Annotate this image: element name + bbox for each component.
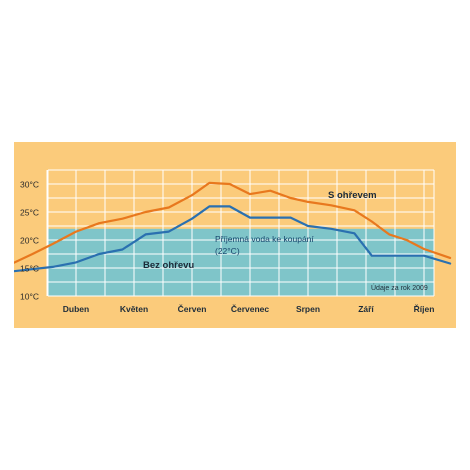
- x-tick-label: Srpen: [296, 304, 320, 314]
- y-tick-labels: 30°C 25°C 20°C 15°C 10°C: [20, 180, 39, 302]
- x-tick-label: Duben: [63, 304, 89, 314]
- series-line-unheated: [14, 205, 452, 273]
- series-layer: [14, 181, 452, 273]
- series-label-heated: S ohřevem: [328, 190, 377, 201]
- y-tick-label: 30°C: [20, 180, 39, 190]
- x-tick-labels: Duben Květen Červen Červenec Srpen Září Říjen: [63, 303, 435, 314]
- x-tick-label: Říjen: [414, 303, 435, 314]
- x-tick-label: Červenec: [231, 303, 270, 314]
- chart-panel: 30°C 25°C 20°C 15°C 10°C Duben Květen Červen Če…: [14, 142, 456, 328]
- band-label: Příjemná voda ke koupání: [215, 234, 314, 244]
- y-tick-label: 15°C: [20, 264, 39, 274]
- x-tick-label: Červen: [178, 303, 207, 314]
- band-sublabel: (22°C): [215, 246, 240, 256]
- y-tick-label: 20°C: [20, 236, 39, 246]
- y-tick-label: 10°C: [20, 292, 39, 302]
- x-tick-label: Září: [358, 304, 374, 314]
- series-line-heated: [14, 181, 452, 264]
- series-label-unheated: Bez ohřevu: [143, 260, 194, 271]
- x-tick-label: Květen: [120, 304, 148, 314]
- temperature-chart: 30°C 25°C 20°C 15°C 10°C Duben Květen Červen Če…: [14, 169, 452, 314]
- grid: [46, 169, 435, 297]
- y-tick-label: 25°C: [20, 208, 39, 218]
- data-note: Údaje za rok 2009: [371, 283, 428, 292]
